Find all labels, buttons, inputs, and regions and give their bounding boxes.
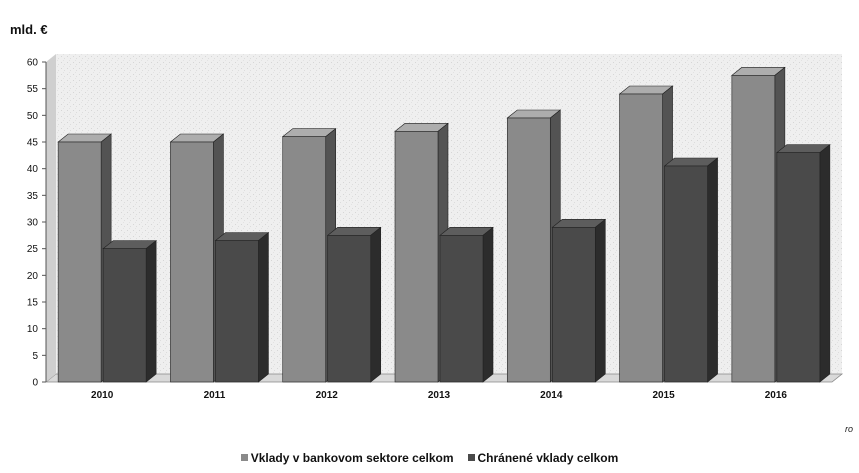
- y-tick-label: 5: [32, 351, 38, 362]
- x-axis: 2010 2011 2012 2013 2014 2015 2016: [91, 390, 787, 401]
- y-tick-label: 30: [27, 218, 39, 229]
- bar: [551, 218, 607, 383]
- bar-front-face: [506, 117, 551, 383]
- y-tick-label: 25: [27, 244, 39, 255]
- bar-side-face: [819, 144, 831, 383]
- bar-front-face: [664, 165, 708, 383]
- legend-label: Vklady v bankovom sektore celkom: [250, 451, 454, 465]
- y-tick-label: 40: [27, 164, 39, 175]
- bar: [102, 240, 157, 383]
- bar: [214, 232, 270, 383]
- y-tick-label: 0: [32, 378, 38, 389]
- x-tick-label: 2013: [428, 390, 451, 401]
- y-tick-label: 35: [27, 191, 39, 202]
- bar: [506, 109, 562, 383]
- x-tick-label: 2016: [765, 390, 788, 401]
- bar-front-face: [282, 136, 327, 383]
- bar-front-face: [394, 131, 439, 383]
- x-tick-label: 2015: [652, 390, 675, 401]
- bar-front-face: [776, 152, 821, 383]
- bar: [326, 226, 382, 383]
- y-tick-label: 15: [27, 298, 39, 309]
- y-tick-label: 60: [27, 58, 39, 69]
- bar: [663, 157, 719, 383]
- legend: Vklady v bankovom sektore celkom Chránené…: [0, 451, 859, 465]
- bar-side-face: [145, 240, 157, 383]
- bar-front-face: [619, 93, 663, 383]
- bar-front-face: [215, 240, 259, 383]
- bar-front-face: [731, 75, 776, 383]
- x-tick-label: 2012: [316, 390, 339, 401]
- y-tick-label: 50: [27, 111, 39, 122]
- bars-layer: [57, 66, 831, 383]
- legend-item: Chránené vklady celkom: [467, 451, 619, 465]
- bar: [169, 133, 225, 383]
- y-axis: 0 5 10 15 20 25 30 35 40 45 50 55 60: [27, 58, 46, 389]
- bar-side-face: [370, 226, 382, 383]
- x-tick-label: 2010: [91, 390, 114, 401]
- bar-side-face: [258, 232, 269, 383]
- y-tick-label: 55: [27, 84, 39, 95]
- bar-side-face: [594, 218, 606, 383]
- legend-label: Chránené vklady celkom: [477, 451, 619, 465]
- legend-swatch: [467, 454, 475, 461]
- legend-item: Vklady v bankovom sektore celkom: [240, 451, 454, 465]
- chart-side-wall: [46, 54, 56, 382]
- bar-front-face: [327, 235, 372, 383]
- bar-side-face: [482, 226, 494, 383]
- x-tick-label: 2014: [540, 390, 563, 401]
- bar: [57, 133, 112, 383]
- bar-front-face: [551, 227, 596, 383]
- x-axis-unit-label: ro: [845, 424, 853, 434]
- bar-front-face: [439, 235, 484, 383]
- bar: [776, 144, 831, 383]
- bar-front-face: [102, 248, 147, 383]
- x-tick-label: 2011: [204, 390, 226, 401]
- bar-chart: mld. € 0 5 10 15 20 25 30 35 40 45 50 55 60 2010 2011…: [10, 22, 853, 434]
- legend-swatch: [240, 454, 248, 461]
- bar-front-face: [57, 141, 102, 383]
- bar: [439, 226, 494, 383]
- unit-label: mld. €: [10, 22, 48, 37]
- bar-side-face: [707, 157, 718, 383]
- bar-front-face: [170, 141, 214, 383]
- y-tick-label: 20: [27, 271, 39, 282]
- y-tick-label: 45: [27, 138, 39, 149]
- y-tick-label: 10: [27, 324, 39, 335]
